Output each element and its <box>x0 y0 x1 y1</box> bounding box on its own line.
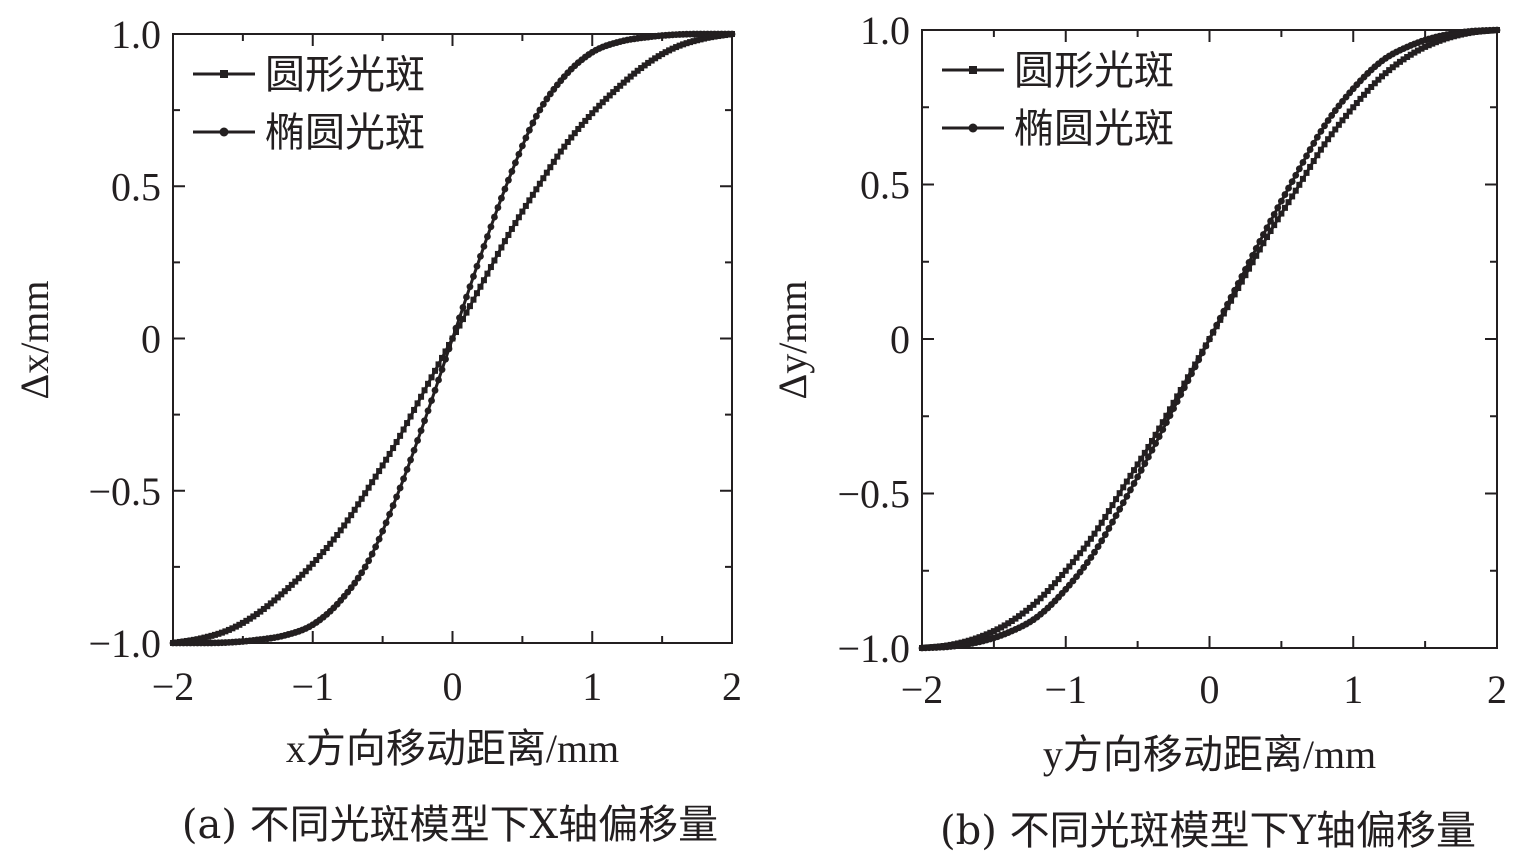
x-tick-label: −1 <box>291 664 334 709</box>
y-tick-label: 1.0 <box>111 12 161 57</box>
x-tick-label: 1 <box>582 664 602 709</box>
figure-caption: (a) 不同光斑模型下X轴偏移量 <box>182 802 718 848</box>
x-tick-label: 0 <box>1200 667 1220 712</box>
legend-label: 圆形光斑 <box>1014 48 1174 94</box>
x-tick-label: −2 <box>152 664 195 709</box>
legend-marker-square <box>220 70 228 78</box>
legend-label: 圆形光斑 <box>265 52 425 98</box>
legend-label: 椭圆光斑 <box>1014 106 1174 152</box>
x-tick-label: 0 <box>443 664 463 709</box>
y-axis-label: Δy/mm <box>770 280 815 399</box>
series-line-elliptical-spot <box>921 28 1498 650</box>
x-axis-label: x方向移动距离/mm <box>286 726 619 771</box>
x-tick-label: −1 <box>1044 667 1087 712</box>
x-tick-label: −2 <box>901 667 944 712</box>
figure-caption: (b) 不同光斑模型下Y轴偏移量 <box>940 808 1476 854</box>
y-tick-label: −1.0 <box>837 626 910 671</box>
x-axis-label: y方向移动距离/mm <box>1043 732 1376 777</box>
y-tick-label: 0.5 <box>860 163 910 208</box>
x-tick-label: 2 <box>1487 667 1507 712</box>
series-line-elliptical-spot <box>173 32 732 645</box>
legend-marker-circle <box>968 123 978 133</box>
legend-label: 椭圆光斑 <box>265 110 425 156</box>
y-tick-label: 1.0 <box>860 8 910 53</box>
y-tick-label: −0.5 <box>837 472 910 517</box>
y-tick-label: 0 <box>141 317 161 362</box>
y-tick-label: 0 <box>890 317 910 362</box>
y-tick-label: −0.5 <box>88 469 161 514</box>
x-tick-label: 2 <box>722 664 742 709</box>
y-tick-label: −1.0 <box>88 621 161 666</box>
legend-marker-circle <box>219 127 229 137</box>
y-axis-label: Δx/mm <box>12 280 57 399</box>
legend-marker-square <box>969 66 977 74</box>
y-tick-label: 0.5 <box>111 164 161 209</box>
x-tick-label: 1 <box>1343 667 1363 712</box>
